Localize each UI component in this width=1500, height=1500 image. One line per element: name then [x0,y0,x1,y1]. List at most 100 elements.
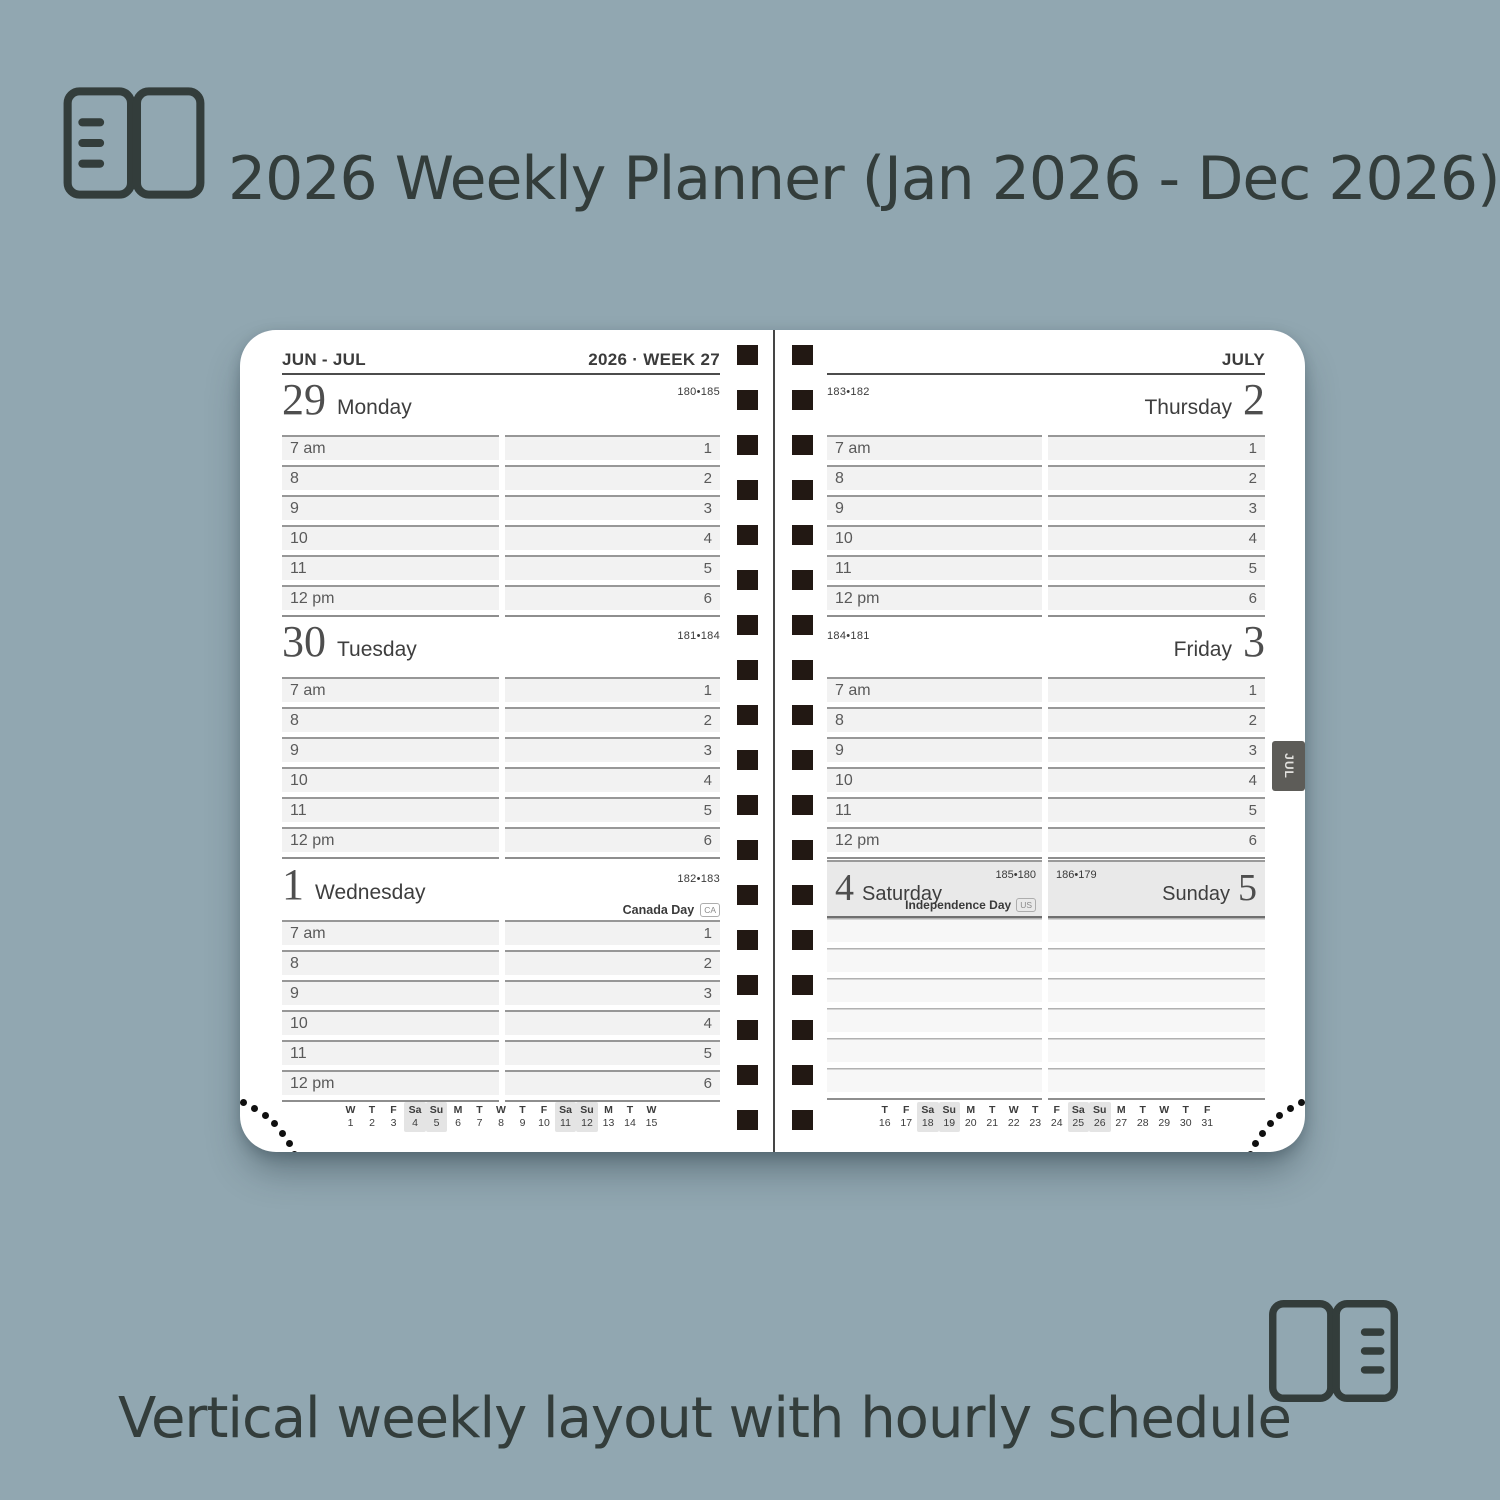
mini-cal-dow: W [646,1104,657,1116]
holiday-label: Canada Day CA [282,903,720,917]
mini-cal-date: 22 [1007,1117,1020,1129]
left-page-header: JUN - JUL 2026 · WEEK 27 [282,350,720,370]
mini-cal-date: 12 [581,1117,593,1129]
day-header-thursday: Thursday 2 [827,378,1265,422]
day-of-year: 182•183 [677,873,720,885]
mini-cal-date: 21 [986,1117,999,1129]
time-slot: 10 [282,525,499,555]
day-of-year: 183•182 [827,386,870,398]
hour-slot: 6 [1048,585,1265,615]
mini-cal-dow: Sa [559,1104,572,1116]
time-slot: 10 [827,525,1042,555]
hour-slot: 3 [505,737,720,767]
hour-slot: 2 [1048,707,1265,737]
mini-cal-day: T 7 [469,1102,491,1132]
mini-cal-dow: F [1204,1104,1211,1116]
time-slot: 11 [827,555,1042,585]
mini-cal-dow: F [390,1104,397,1116]
friday-morning-slots: 7 am 8 9 10 11 12 pm [827,677,1042,859]
mini-cal-day: F 3 [383,1102,405,1132]
hour-slot: 5 [505,555,720,585]
mini-cal-day: M 27 [1111,1102,1133,1132]
hour-slot: 5 [505,1040,720,1070]
hour-slot: 4 [505,767,720,797]
day-name: Wednesday [315,881,426,904]
mini-calendar-right: T 16 F 17 Sa 18 Su 19 M 20 T 21 W 22 T [827,1102,1265,1132]
mini-cal-day: Sa 4 [404,1102,426,1132]
time-slot: 8 [282,465,499,495]
mini-cal-date: 25 [1072,1117,1085,1129]
mini-cal-date: 8 [498,1117,504,1129]
time-slot: 7 am [282,435,499,465]
time-slot: 8 [827,465,1042,495]
hour-slot: 2 [505,950,720,980]
time-slot: 9 [827,495,1042,525]
time-slot: 8 [282,950,499,980]
mini-cal-dow: M [604,1104,613,1116]
product-title: 2026 Weekly Planner (Jan 2026 - Dec 2026… [228,144,1500,215]
hour-slot: 5 [1048,555,1265,585]
hour-slot: 6 [505,585,720,615]
holiday-name: Independence Day [905,898,1012,912]
mini-cal-date: 18 [921,1117,934,1129]
open-book-icon [60,84,208,207]
time-slot: 11 [282,1040,499,1070]
mini-cal-dow: M [453,1104,463,1116]
time-slot: 12 pm [282,585,499,615]
time-slot: 10 [282,767,499,797]
spiral-binding-left [737,345,758,1131]
day-name: Friday [1173,638,1232,661]
mini-cal-dow: F [540,1104,548,1116]
sunday-header: 186•179 Sunday 5 [1048,860,1265,918]
mini-cal-dow: F [1053,1104,1060,1116]
mini-cal-date: 10 [538,1117,550,1129]
mini-cal-date: 11 [560,1117,571,1129]
day-number: 1 [282,860,304,909]
mini-cal-dow: T [519,1104,526,1116]
time-slot: 9 [282,495,499,525]
mini-cal-dow: T [1032,1104,1039,1116]
time-slot: 9 [282,737,499,767]
mini-cal-date: 20 [964,1117,977,1129]
saturday-header: 4 Saturday 185•180 Independence Day US [827,860,1042,918]
mini-cal-dow: T [1139,1104,1146,1116]
mini-cal-date: 24 [1050,1117,1063,1129]
day-header-tuesday: 30 Tuesday [282,620,720,664]
mini-cal-day: T 23 [1025,1102,1047,1132]
mini-cal-day: W 22 [1003,1102,1025,1132]
hour-slot: 1 [505,920,720,950]
time-slot: 11 [282,555,499,585]
month-range-label: JUN - JUL [282,350,366,369]
mini-cal-date: 16 [878,1117,891,1129]
mini-cal-day: T 21 [982,1102,1004,1132]
time-slot: 12 pm [282,827,499,857]
mini-cal-day: T 28 [1132,1102,1154,1132]
hour-slot: 3 [505,495,720,525]
hour-slot: 6 [1048,827,1265,857]
mini-cal-date: 28 [1136,1117,1149,1129]
mini-cal-date: 29 [1158,1117,1171,1129]
day-of-year: 186•179 [1056,869,1097,881]
holiday-label: Independence Day US [905,898,1036,912]
hour-slot: 2 [505,707,720,737]
tuesday-morning-slots: 7 am 8 9 10 11 12 pm [282,677,499,859]
mini-cal-date: 30 [1179,1117,1192,1129]
hour-slot: 4 [1048,767,1265,797]
product-caption: Vertical weekly layout with hourly sched… [118,1386,1292,1451]
day-number: 2 [1243,375,1265,424]
mini-cal-day: Sa 25 [1067,1102,1089,1132]
mini-cal-date: 15 [645,1117,658,1129]
mini-cal-dow: M [1116,1104,1126,1116]
thursday-morning-slots: 7 am 8 9 10 11 12 pm [827,435,1042,617]
mini-cal-day: T 30 [1175,1102,1197,1132]
hour-slot: 1 [505,677,720,707]
time-slot: 8 [827,707,1042,737]
time-slot: 9 [282,980,499,1010]
holiday-country-badge: CA [700,903,720,917]
mini-cal-day: Su 26 [1089,1102,1111,1132]
mini-cal-date: 27 [1115,1117,1128,1129]
holiday-country-badge: US [1016,898,1036,912]
mini-cal-date: 19 [943,1117,956,1129]
